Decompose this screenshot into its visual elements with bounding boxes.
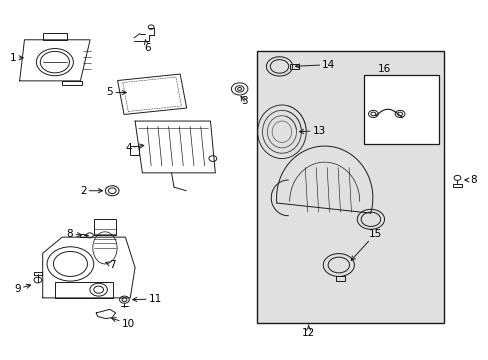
Bar xyxy=(256,51,443,323)
Text: 8: 8 xyxy=(66,229,81,239)
Text: 2: 2 xyxy=(80,186,102,196)
Text: 10: 10 xyxy=(111,318,135,329)
Text: 8: 8 xyxy=(464,175,476,185)
Bar xyxy=(80,234,86,237)
Text: 5: 5 xyxy=(106,87,126,98)
Bar xyxy=(42,33,67,40)
Bar xyxy=(452,184,461,187)
Text: 12: 12 xyxy=(302,325,315,338)
Bar xyxy=(94,219,116,235)
Text: 11: 11 xyxy=(132,294,162,304)
Text: 6: 6 xyxy=(143,40,150,53)
Text: 15: 15 xyxy=(350,229,382,260)
Bar xyxy=(130,146,139,155)
Text: 16: 16 xyxy=(377,64,390,74)
Text: 4: 4 xyxy=(125,143,143,153)
Bar xyxy=(62,81,81,85)
Text: 9: 9 xyxy=(14,284,31,294)
Text: 13: 13 xyxy=(299,126,325,136)
Text: 1: 1 xyxy=(10,53,23,63)
Bar xyxy=(336,276,345,281)
Bar xyxy=(289,64,298,68)
Text: 14: 14 xyxy=(295,60,335,69)
Text: 7: 7 xyxy=(105,260,116,270)
Bar xyxy=(55,282,113,298)
Bar xyxy=(363,75,438,144)
Bar xyxy=(34,272,41,275)
Text: 3: 3 xyxy=(241,96,247,107)
